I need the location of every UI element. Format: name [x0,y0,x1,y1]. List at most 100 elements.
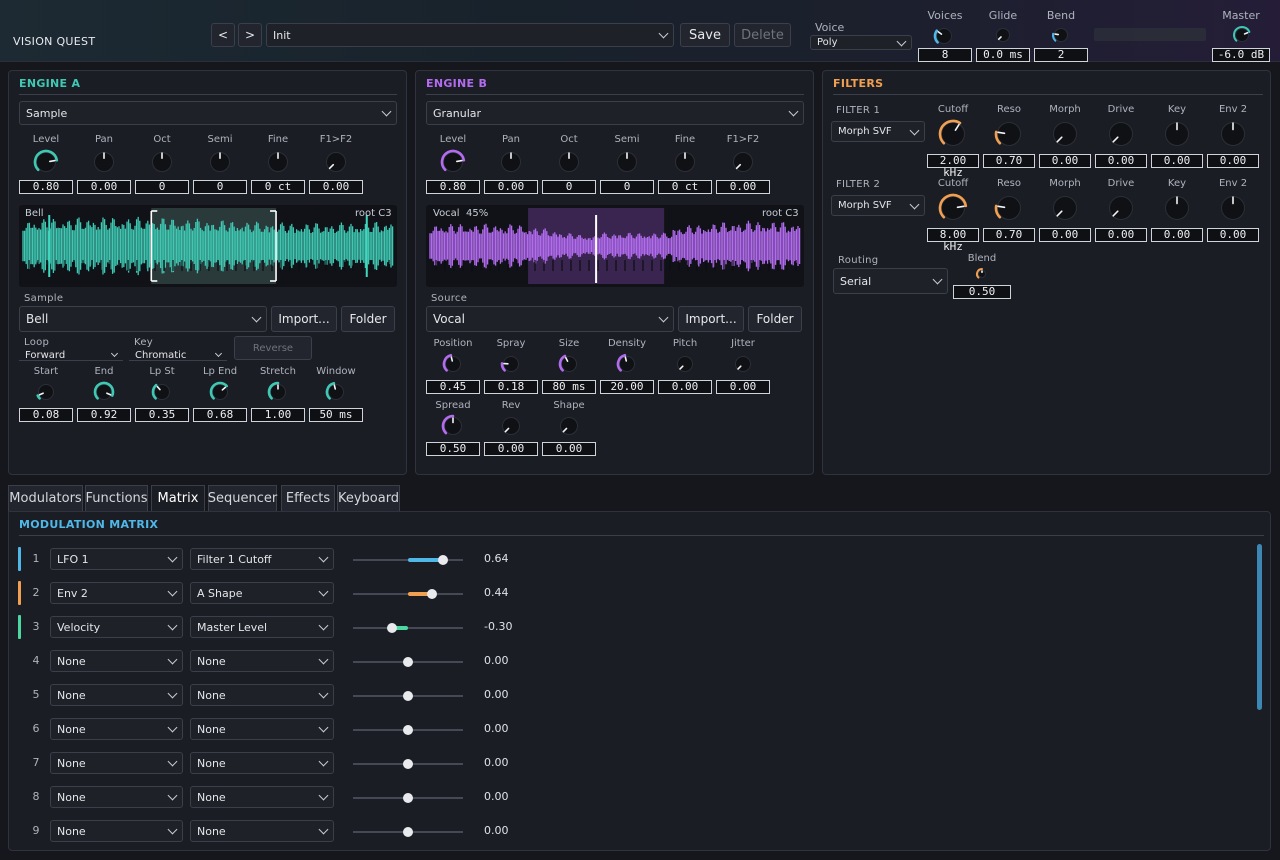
voices-knob[interactable] [933,25,955,47]
matrix-dest-select[interactable]: Master Level [190,616,334,638]
matrix-amount-slider[interactable] [353,759,463,769]
source-select[interactable]: Vocal [426,306,674,332]
preset-select[interactable]: Init [266,23,674,47]
matrix-dest-select[interactable]: A Shape [190,582,334,604]
tab-modulators[interactable]: Modulators [8,485,83,511]
engine-a-end-knob[interactable] [93,381,115,403]
import-sample-button[interactable]: Import... [271,306,337,332]
engine-b-spray-knob[interactable] [500,353,522,375]
filter-2-type-select[interactable]: Morph SVF [831,195,925,216]
engine-b-semi-knob[interactable] [614,149,640,175]
matrix-amount-thumb[interactable] [403,827,413,837]
filter-2-env-2-knob[interactable] [1218,193,1248,223]
engine-b-level-knob[interactable] [440,149,466,175]
engine-b-size-knob[interactable] [558,353,580,375]
save-button[interactable]: Save [680,23,730,47]
engine-a-waveform[interactable] [19,205,397,287]
loop-mode-select[interactable]: Forward [19,350,123,361]
bend-knob[interactable] [1051,25,1071,45]
sample-select[interactable]: Bell [19,306,267,332]
engine-a-window-knob[interactable] [325,381,347,403]
matrix-dest-select[interactable]: None [190,786,334,808]
key-mode-select[interactable]: Chromatic [129,350,227,361]
matrix-scrollbar[interactable] [1257,544,1262,710]
reverse-button[interactable]: Reverse [234,336,312,360]
filter-1-env-2-knob[interactable] [1218,119,1248,149]
matrix-amount-thumb[interactable] [403,793,413,803]
matrix-source-select[interactable]: Env 2 [50,582,183,604]
matrix-source-select[interactable]: None [50,718,183,740]
engine-a-pan-knob[interactable] [91,149,117,175]
source-folder-button[interactable]: Folder [748,306,802,332]
matrix-source-select[interactable]: None [50,684,183,706]
voice-mode-select[interactable]: Poly [810,35,912,50]
filter-1-type-select[interactable]: Morph SVF [831,121,925,142]
matrix-amount-thumb[interactable] [427,589,438,599]
import-source-button[interactable]: Import... [678,306,744,332]
engine-b-rev-knob[interactable] [499,414,523,438]
engine-a-stretch-knob[interactable] [267,381,289,403]
matrix-dest-select[interactable]: None [190,684,334,706]
tab-sequencer[interactable]: Sequencer [208,485,277,511]
engine-b-waveform[interactable] [426,205,804,287]
matrix-amount-thumb[interactable] [403,691,413,701]
master-knob[interactable] [1232,25,1252,45]
matrix-source-select[interactable]: None [50,650,183,672]
filter-2-drive-knob[interactable] [1106,193,1136,223]
engine-a-level-knob[interactable] [33,149,59,175]
engine-b-type-select[interactable]: Granular [426,101,804,125]
matrix-source-select[interactable]: None [50,786,183,808]
filter-2-key-knob[interactable] [1162,193,1192,223]
engine-a-f1-f2-knob[interactable] [323,149,349,175]
engine-a-fine-knob[interactable] [265,149,291,175]
engine-a-type-select[interactable]: Sample [19,101,397,125]
tab-keyboard[interactable]: Keyboard [337,485,400,511]
filter-1-morph-knob[interactable] [1050,119,1080,149]
glide-knob[interactable] [993,25,1013,45]
matrix-amount-slider[interactable] [353,555,463,565]
prev-preset-button[interactable]: < [211,23,235,47]
matrix-amount-slider[interactable] [353,623,463,633]
filter-2-morph-knob[interactable] [1050,193,1080,223]
filter-1-key-knob[interactable] [1162,119,1192,149]
matrix-amount-slider[interactable] [353,657,463,667]
matrix-amount-slider[interactable] [353,725,463,735]
sample-folder-button[interactable]: Folder [341,306,395,332]
filter-1-drive-knob[interactable] [1106,119,1136,149]
tab-functions[interactable]: Functions [85,485,148,511]
filter-2-cutoff-knob[interactable] [938,193,968,223]
engine-b-density-knob[interactable] [616,353,638,375]
filter-1-reso-knob[interactable] [994,119,1024,149]
engine-b-fine-knob[interactable] [672,149,698,175]
blend-knob[interactable] [975,267,989,281]
engine-b-f1-f2-knob[interactable] [730,149,756,175]
matrix-dest-select[interactable]: None [190,752,334,774]
next-preset-button[interactable]: > [238,23,262,47]
matrix-amount-thumb[interactable] [403,759,413,769]
engine-b-oct-knob[interactable] [556,149,582,175]
engine-b-shape-knob[interactable] [557,414,581,438]
matrix-source-select[interactable]: LFO 1 [50,548,183,570]
engine-b-pan-knob[interactable] [498,149,524,175]
matrix-amount-thumb[interactable] [386,623,397,633]
engine-a-oct-knob[interactable] [149,149,175,175]
engine-a-lp-end-knob[interactable] [209,381,231,403]
tab-effects[interactable]: Effects [281,485,335,511]
matrix-amount-slider[interactable] [353,691,463,701]
engine-b-spread-knob[interactable] [441,414,465,438]
matrix-dest-select[interactable]: None [190,650,334,672]
matrix-amount-thumb[interactable] [403,657,413,667]
matrix-amount-slider[interactable] [353,793,463,803]
engine-a-start-knob[interactable] [35,381,57,403]
engine-b-jitter-knob[interactable] [732,353,754,375]
filter-1-cutoff-knob[interactable] [938,119,968,149]
engine-b-position-knob[interactable] [442,353,464,375]
engine-a-semi-knob[interactable] [207,149,233,175]
matrix-source-select[interactable]: None [50,752,183,774]
matrix-amount-slider[interactable] [353,589,463,599]
matrix-amount-thumb[interactable] [438,555,449,565]
matrix-source-select[interactable]: Velocity [50,616,183,638]
engine-a-lp-st-knob[interactable] [151,381,173,403]
matrix-dest-select[interactable]: Filter 1 Cutoff [190,548,334,570]
routing-select[interactable]: Serial [833,268,948,294]
